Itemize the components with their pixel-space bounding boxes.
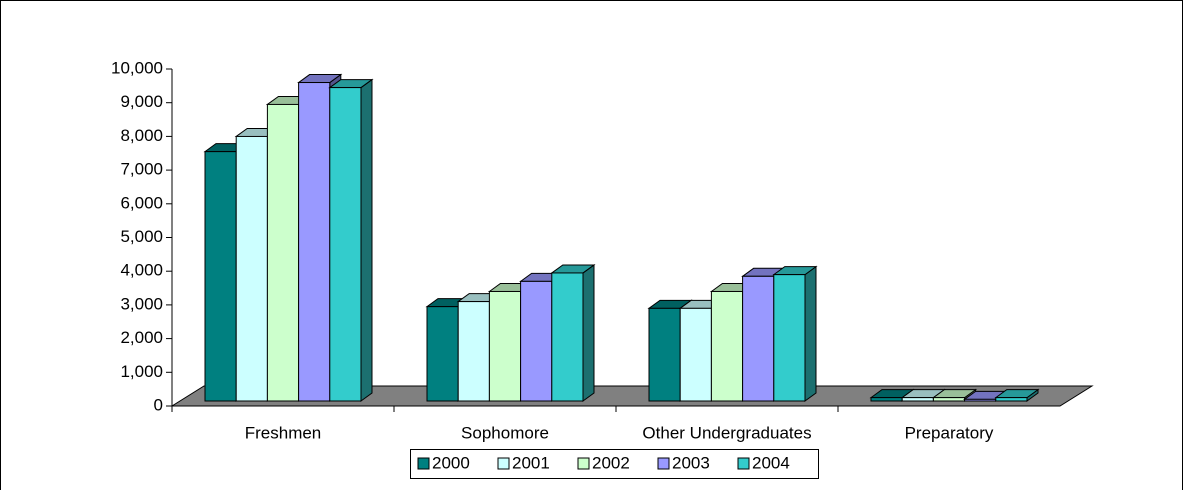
bar-front (995, 397, 1028, 402)
legend-swatch (577, 457, 590, 470)
bar-front (204, 151, 237, 402)
y-tick-label: 4,000 (120, 261, 163, 280)
bar-front (266, 103, 300, 402)
x-tick-label: Preparatory (905, 423, 994, 442)
bar-front (329, 87, 362, 402)
x-tick-label: Sophomore (461, 423, 549, 442)
x-tick-label: Other Undergraduates (642, 423, 811, 442)
bar-front (235, 135, 268, 402)
bar-front (426, 306, 459, 402)
y-tick-label: 10,000 (111, 58, 163, 77)
legend-label: 2000 (432, 453, 470, 472)
legend-label: 2004 (752, 453, 790, 472)
y-tick-label: 7,000 (120, 160, 163, 179)
y-tick-label: 6,000 (120, 193, 163, 212)
bar-front (648, 307, 681, 402)
bar-front (520, 280, 553, 402)
bar (550, 263, 596, 402)
bar-front (742, 275, 775, 402)
y-tick-label: 3,000 (120, 294, 163, 313)
bar-front (901, 397, 934, 402)
y-tick-label: 9,000 (120, 92, 163, 111)
legend-label: 2002 (592, 453, 630, 472)
legend-swatch (417, 457, 430, 470)
x-tick-label: Freshmen (245, 423, 322, 442)
bar-front (964, 398, 997, 402)
bar-front (488, 290, 522, 402)
bar-side (360, 78, 373, 402)
legend-label: 2001 (512, 453, 550, 472)
legend-label: 2003 (672, 453, 710, 472)
y-tick-label: 1,000 (120, 362, 163, 381)
bar-front (773, 274, 806, 402)
legend-swatch (737, 457, 750, 470)
y-tick-label: 8,000 (120, 126, 163, 145)
legend-swatch (657, 457, 670, 470)
bar-side (582, 263, 595, 402)
legend-box (410, 449, 819, 479)
bar-front (298, 82, 331, 402)
y-tick-label: 2,000 (120, 328, 163, 347)
bar-front (870, 397, 903, 402)
bar-front (457, 301, 490, 402)
bar (994, 388, 1040, 402)
legend-swatch (497, 457, 510, 470)
y-tick-label: 5,000 (120, 227, 163, 246)
bar-front (932, 397, 966, 402)
bar-front (551, 272, 584, 402)
bar-front (679, 307, 712, 402)
bar-front (710, 290, 744, 402)
y-tick-label: 0 (154, 395, 163, 414)
bar-side (804, 265, 817, 402)
bar (328, 78, 374, 402)
bar (772, 265, 818, 402)
